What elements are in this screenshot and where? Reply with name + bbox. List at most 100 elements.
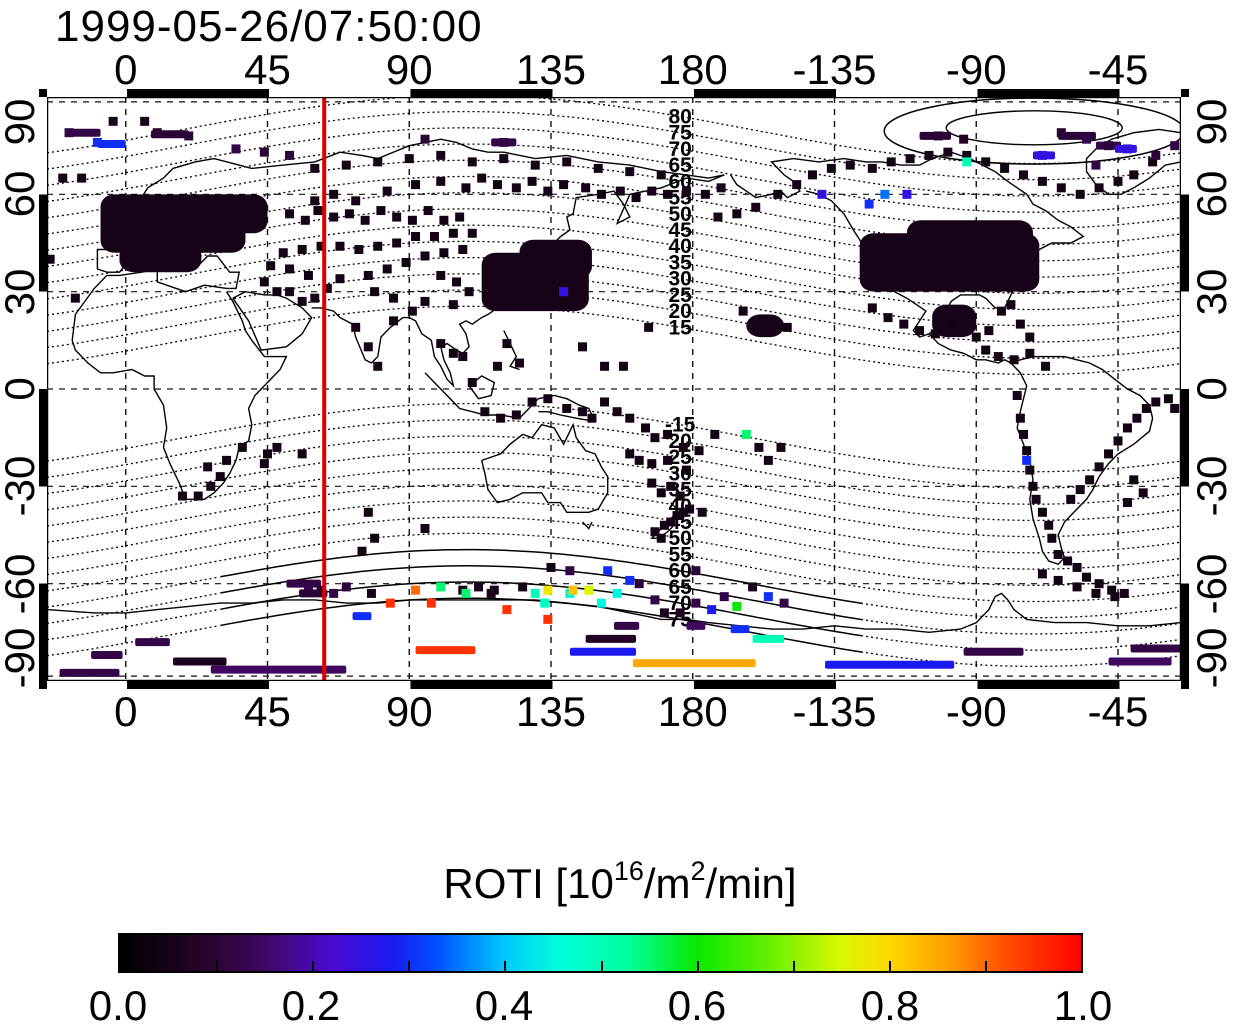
lon-tick-label: -135 bbox=[792, 46, 877, 93]
roti-point bbox=[719, 592, 729, 602]
roti-point bbox=[373, 361, 383, 371]
roti-point bbox=[883, 313, 893, 323]
roti-strip bbox=[352, 612, 372, 621]
plot-title: 1999-05-26/07:50:00 bbox=[55, 2, 483, 51]
roti-point bbox=[385, 598, 395, 608]
contour-label: 50 bbox=[668, 527, 691, 550]
lat-tick-label: -60 bbox=[0, 553, 43, 615]
roti-point bbox=[659, 520, 669, 530]
contour-line bbox=[47, 451, 1181, 522]
roti-point bbox=[527, 397, 537, 407]
roti-point bbox=[634, 579, 644, 589]
contour-line bbox=[47, 127, 1181, 197]
roti-point bbox=[448, 228, 458, 238]
roti-point bbox=[392, 212, 402, 222]
lat-tick-label: -30 bbox=[1188, 455, 1235, 517]
roti-point bbox=[351, 196, 361, 206]
roti-point bbox=[773, 189, 783, 199]
roti-point bbox=[373, 157, 383, 167]
roti-point bbox=[426, 598, 436, 608]
roti-point bbox=[360, 215, 370, 225]
roti-point bbox=[543, 186, 553, 196]
roti-point bbox=[70, 293, 80, 303]
roti-point bbox=[1104, 141, 1114, 151]
roti-point bbox=[1066, 494, 1076, 504]
roti-cluster bbox=[746, 314, 785, 338]
roti-cluster bbox=[906, 220, 1033, 247]
roti-point bbox=[1170, 141, 1180, 151]
roti-point bbox=[1000, 163, 1010, 173]
roti-point bbox=[776, 442, 786, 452]
roti-strip bbox=[415, 646, 476, 655]
roti-point bbox=[341, 160, 351, 170]
lat-tick-label: 30 bbox=[1188, 268, 1235, 316]
roti-point bbox=[596, 189, 606, 199]
roti-point bbox=[656, 488, 666, 498]
map-border-left bbox=[39, 97, 47, 681]
roti-point bbox=[448, 300, 458, 310]
roti-point bbox=[1163, 394, 1173, 404]
roti-point bbox=[899, 319, 909, 329]
roti-point bbox=[1072, 582, 1082, 592]
roti-point bbox=[436, 176, 446, 186]
roti-point bbox=[943, 147, 953, 157]
roti-point bbox=[691, 598, 701, 608]
roti-point bbox=[792, 180, 802, 190]
roti-strip bbox=[614, 621, 640, 630]
roti-point bbox=[382, 264, 392, 274]
roti-point bbox=[562, 403, 572, 413]
roti-point bbox=[650, 595, 660, 605]
contour-label: 55 bbox=[668, 543, 692, 566]
roti-point bbox=[845, 160, 855, 170]
coastline bbox=[1108, 161, 1181, 195]
lon-tick-label: 90 bbox=[385, 688, 433, 735]
roti-point bbox=[612, 407, 622, 417]
roti-point bbox=[344, 209, 354, 219]
roti-point bbox=[782, 322, 792, 332]
roti-point bbox=[1113, 436, 1123, 446]
roti-point bbox=[902, 189, 912, 199]
roti-point bbox=[568, 585, 578, 595]
roti-point bbox=[581, 183, 591, 193]
roti-strip bbox=[585, 634, 637, 643]
roti-point bbox=[562, 157, 572, 167]
roti-point bbox=[259, 459, 269, 469]
lon-tick-label: -45 bbox=[1087, 688, 1149, 735]
roti-point bbox=[177, 491, 187, 501]
roti-point bbox=[1063, 556, 1073, 566]
lon-tick-label: 135 bbox=[515, 46, 587, 93]
lon-tick-label: 45 bbox=[244, 46, 291, 93]
roti-point bbox=[959, 134, 969, 144]
contour-label: 30 bbox=[668, 268, 691, 291]
roti-point bbox=[924, 150, 934, 160]
roti-point bbox=[1094, 183, 1104, 193]
roti-point bbox=[420, 134, 430, 144]
roti-point bbox=[300, 215, 310, 225]
roti-point bbox=[1025, 348, 1035, 358]
roti-point bbox=[64, 128, 74, 138]
map-border-top bbox=[47, 89, 1181, 97]
roti-point bbox=[1151, 397, 1161, 407]
colorbar-tick-label: 0.2 bbox=[281, 982, 341, 1024]
roti-point bbox=[864, 199, 874, 209]
roti-point bbox=[439, 215, 449, 225]
contour-label: 20 bbox=[668, 300, 691, 323]
roti-point bbox=[1122, 144, 1132, 154]
lat-tick-label: 0 bbox=[1188, 377, 1235, 401]
roti-point bbox=[58, 173, 68, 183]
contour-line bbox=[47, 592, 218, 624]
roti-point bbox=[817, 189, 827, 199]
roti-point bbox=[867, 163, 877, 173]
roti-point bbox=[515, 358, 524, 368]
colorbar bbox=[118, 933, 1083, 973]
roti-point bbox=[1119, 588, 1129, 598]
roti-point bbox=[666, 517, 676, 527]
roti-point bbox=[681, 465, 691, 475]
roti-point bbox=[694, 446, 704, 456]
roti-point bbox=[203, 462, 213, 472]
roti-point bbox=[1129, 170, 1139, 180]
roti-point bbox=[763, 455, 773, 465]
colorbar-tick-label: 1.0 bbox=[1053, 982, 1113, 1024]
colorbar-tick-label: 0.4 bbox=[474, 982, 534, 1024]
contour-line bbox=[47, 532, 1181, 603]
